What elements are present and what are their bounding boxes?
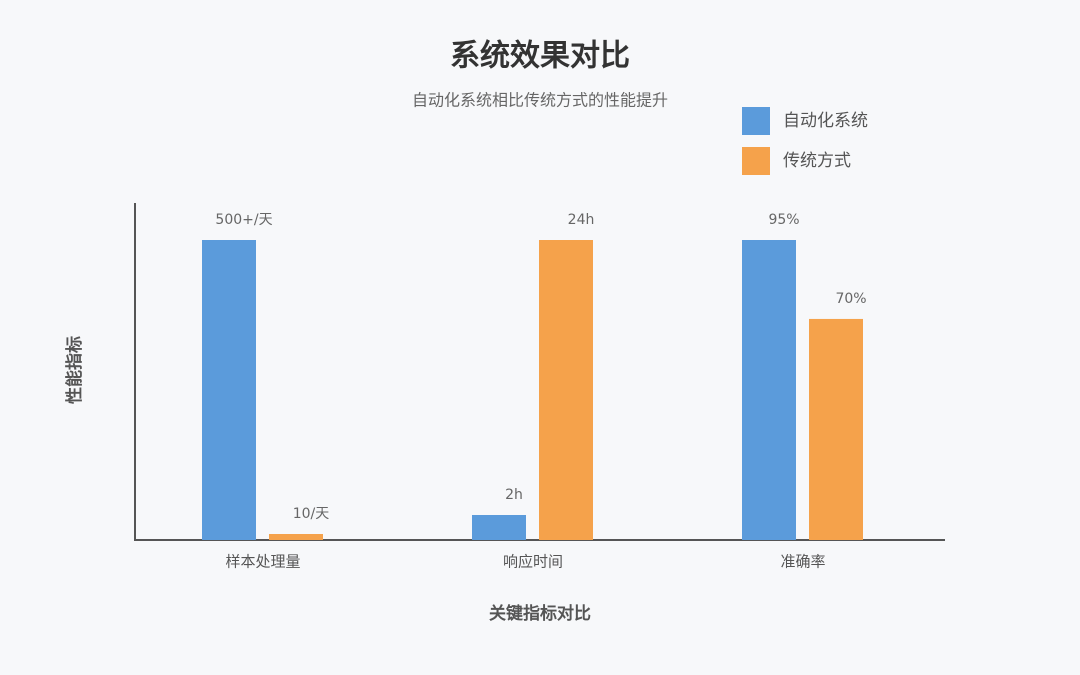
bar <box>202 240 256 540</box>
bar <box>269 534 323 540</box>
x-tick-label: 样本处理量 <box>225 553 300 571</box>
value-label: 2h <box>505 487 523 503</box>
value-label: 70% <box>835 291 866 307</box>
legend-label: 传统方式 <box>783 151 851 171</box>
x-tick-label: 准确率 <box>780 553 825 571</box>
bar <box>539 240 593 540</box>
value-label: 10/天 <box>293 506 330 522</box>
value-label: 500+/天 <box>215 212 272 228</box>
bar <box>809 318 863 540</box>
chart-subtitle: 自动化系统相比传统方式的性能提升 <box>412 91 668 110</box>
legend-swatch <box>742 147 770 175</box>
x-axis-title: 关键指标对比 <box>489 603 591 624</box>
y-axis-title: 性能指标 <box>64 336 85 404</box>
value-label: 95% <box>768 212 799 228</box>
value-label: 24h <box>568 212 595 228</box>
legend-swatch <box>742 107 770 135</box>
chart-title: 系统效果对比 <box>450 39 630 74</box>
x-tick-label: 响应时间 <box>503 553 563 571</box>
bar <box>472 515 526 540</box>
bar <box>742 240 796 540</box>
legend-label: 自动化系统 <box>783 111 868 131</box>
